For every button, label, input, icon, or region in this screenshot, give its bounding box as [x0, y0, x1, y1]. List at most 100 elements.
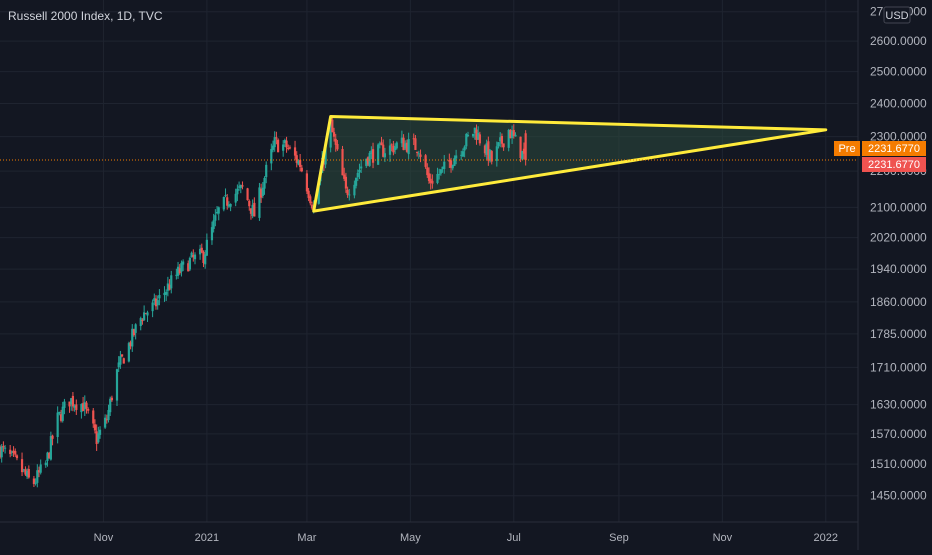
candle[interactable]	[143, 305, 146, 321]
candle[interactable]	[293, 140, 297, 160]
candle[interactable]	[153, 293, 156, 306]
candle[interactable]	[354, 177, 358, 189]
candle[interactable]	[253, 197, 256, 217]
candle[interactable]	[417, 150, 420, 159]
candle[interactable]	[273, 131, 276, 152]
candle[interactable]	[70, 397, 73, 411]
candle[interactable]	[483, 144, 487, 157]
candle[interactable]	[431, 174, 434, 189]
candle[interactable]	[3, 445, 7, 454]
candle[interactable]	[204, 250, 207, 269]
candle[interactable]	[202, 250, 205, 268]
candle[interactable]	[180, 260, 183, 277]
candle[interactable]	[346, 186, 349, 198]
candle[interactable]	[249, 208, 253, 220]
candle[interactable]	[307, 187, 310, 202]
candle[interactable]	[234, 188, 237, 207]
candle[interactable]	[141, 318, 144, 325]
candle[interactable]	[426, 163, 429, 178]
candle[interactable]	[487, 136, 490, 166]
candle[interactable]	[368, 151, 371, 167]
triangle-pattern[interactable]	[312, 115, 828, 213]
candle[interactable]	[131, 324, 134, 352]
candle[interactable]	[119, 350, 122, 369]
candle[interactable]	[299, 153, 302, 172]
candle[interactable]	[146, 310, 149, 322]
candle[interactable]	[37, 466, 41, 478]
candle[interactable]	[63, 398, 66, 415]
candle[interactable]	[109, 396, 112, 416]
candle[interactable]	[275, 131, 278, 145]
candle[interactable]	[107, 404, 110, 423]
candle[interactable]	[336, 140, 339, 151]
price-axis[interactable]: 2700.00002600.00002500.00002400.00002300…	[870, 5, 927, 503]
candle[interactable]	[402, 134, 405, 151]
candle[interactable]	[441, 166, 444, 173]
candle[interactable]	[73, 404, 76, 412]
candle[interactable]	[390, 143, 393, 152]
candle[interactable]	[61, 401, 64, 423]
candle[interactable]	[424, 153, 427, 169]
candle[interactable]	[176, 261, 180, 279]
candle[interactable]	[81, 396, 85, 412]
candle[interactable]	[248, 199, 251, 211]
candle[interactable]	[98, 426, 102, 439]
candle[interactable]	[34, 478, 37, 486]
candle[interactable]	[85, 400, 88, 414]
candle[interactable]	[343, 167, 346, 182]
candle[interactable]	[392, 140, 395, 156]
candle[interactable]	[92, 408, 95, 428]
candle[interactable]	[246, 187, 249, 201]
candle[interactable]	[377, 143, 380, 166]
candle[interactable]	[353, 180, 356, 199]
candle[interactable]	[283, 138, 286, 147]
candle[interactable]	[44, 460, 47, 468]
candle[interactable]	[49, 431, 52, 461]
candle[interactable]	[300, 164, 303, 173]
candle[interactable]	[120, 354, 124, 358]
candle[interactable]	[151, 299, 154, 318]
candle[interactable]	[36, 464, 39, 488]
candle[interactable]	[14, 448, 17, 457]
candle[interactable]	[261, 182, 264, 199]
candle[interactable]	[412, 133, 415, 146]
candle[interactable]	[485, 139, 488, 160]
candle[interactable]	[226, 194, 229, 210]
candle[interactable]	[463, 145, 466, 158]
candle[interactable]	[46, 451, 49, 467]
candle[interactable]	[380, 136, 383, 146]
candle[interactable]	[168, 279, 171, 291]
candle[interactable]	[229, 203, 232, 212]
candle[interactable]	[443, 155, 446, 174]
candle[interactable]	[105, 414, 108, 424]
candle[interactable]	[237, 181, 241, 191]
candle[interactable]	[117, 356, 120, 373]
candle[interactable]	[214, 209, 217, 227]
candle[interactable]	[32, 475, 36, 488]
candle[interactable]	[502, 143, 505, 151]
candle[interactable]	[451, 164, 454, 171]
candle[interactable]	[12, 446, 15, 458]
candle[interactable]	[344, 172, 348, 193]
candle[interactable]	[163, 286, 166, 302]
candle[interactable]	[144, 313, 147, 315]
candle[interactable]	[110, 395, 114, 402]
candle[interactable]	[276, 138, 280, 153]
candle[interactable]	[405, 139, 409, 153]
candle[interactable]	[332, 127, 336, 142]
candle[interactable]	[10, 450, 13, 457]
candle[interactable]	[258, 182, 261, 221]
candle[interactable]	[26, 468, 29, 480]
candle[interactable]	[224, 188, 227, 198]
candle[interactable]	[193, 252, 197, 265]
candle[interactable]	[39, 459, 42, 475]
candle[interactable]	[83, 395, 86, 417]
candle[interactable]	[449, 157, 453, 173]
candle[interactable]	[51, 434, 54, 446]
candle[interactable]	[129, 340, 132, 350]
candle[interactable]	[331, 117, 334, 133]
candle[interactable]	[475, 124, 478, 145]
candle[interactable]	[175, 268, 178, 280]
candle[interactable]	[438, 168, 441, 180]
candle[interactable]	[241, 181, 244, 190]
